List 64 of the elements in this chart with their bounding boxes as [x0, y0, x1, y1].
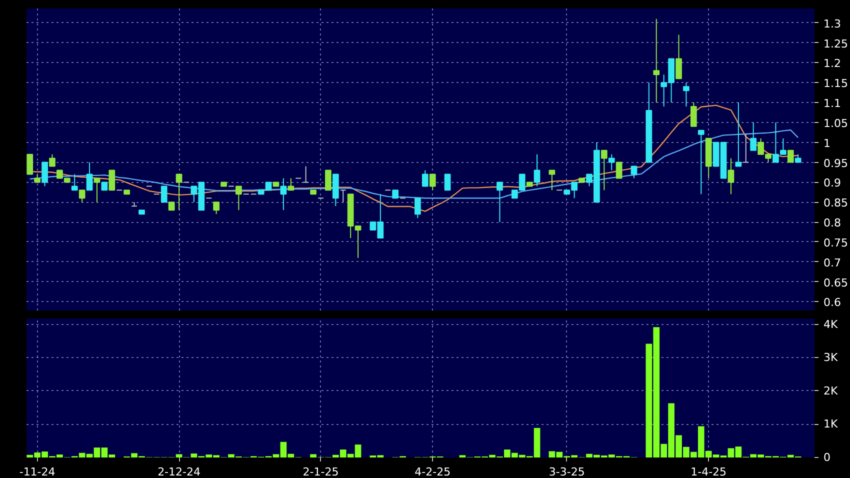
x-tick-label: 3-3-25 [548, 466, 585, 478]
y-tick-label: 0.95 [824, 156, 848, 170]
y-tick-label: 0.85 [824, 196, 848, 210]
x-tick-label: 4-2-25 [414, 466, 451, 478]
y-tick-label: 1.15 [824, 77, 848, 90]
candlestick [683, 82, 690, 108]
candlestick [630, 166, 638, 179]
x-tick-label: 2-12-24 [158, 466, 200, 478]
y-tick-label: 1.2 [824, 57, 841, 70]
candlestick [325, 170, 332, 191]
candlestick [49, 154, 56, 167]
candlestick [302, 166, 310, 183]
candlestick [160, 186, 168, 203]
candlestick [750, 122, 757, 151]
candlestick [414, 198, 421, 219]
candlestick [787, 150, 794, 163]
x-tick-label: 2-1-25 [302, 466, 339, 478]
candlestick [728, 158, 734, 195]
x-tick-label: -11-24 [19, 466, 56, 478]
candlestick [698, 130, 704, 195]
y-tick-label: 0.9 [824, 176, 841, 190]
candlestick [496, 182, 503, 223]
candlestick [213, 202, 220, 215]
candlestick [735, 102, 742, 167]
candlestick [429, 174, 436, 191]
candlestick [608, 154, 615, 171]
y-tick-label: 1.25 [824, 37, 848, 50]
candlestick [690, 102, 697, 127]
candlestick [86, 162, 93, 191]
candlestick [26, 154, 34, 175]
candlestick [742, 134, 750, 163]
candlestick [600, 150, 608, 191]
y-tick-label: 2K [824, 384, 838, 398]
y-tick-label: 1.1 [824, 97, 841, 110]
candlestick [236, 186, 242, 211]
y-tick-label: 0.75 [824, 236, 848, 250]
candlestick [444, 174, 451, 191]
y-tick-label: 0.6 [824, 296, 841, 310]
candlestick [653, 18, 660, 104]
y-tick-label: 1K [824, 418, 838, 431]
candlestick [176, 174, 182, 211]
candlestick [108, 170, 116, 191]
candlestick [280, 178, 287, 211]
x-tick-label: 1-4-25 [690, 466, 727, 478]
candlestick [676, 34, 682, 80]
candlestick [616, 162, 622, 179]
y-tick-label: 3K [824, 351, 838, 364]
y-tick-label: 0.7 [824, 256, 841, 270]
y-tick-label: 1 [824, 136, 830, 150]
y-tick-label: 1.3 [824, 17, 841, 30]
candlestick [78, 190, 86, 203]
candlestick [94, 178, 100, 203]
y-tick-label: 0.8 [824, 216, 841, 230]
candlestick [42, 162, 48, 187]
y-tick-label: 1.05 [824, 116, 848, 130]
candlestick [288, 178, 294, 191]
candlestick [340, 190, 346, 203]
candlestick [534, 154, 540, 187]
candlestick [71, 174, 78, 191]
candlestick [422, 170, 428, 187]
y-tick-label: 0.65 [824, 276, 848, 290]
candlestick [332, 174, 339, 207]
y-tick-label: 0 [824, 451, 830, 464]
y-tick-label: 4K [824, 318, 838, 331]
